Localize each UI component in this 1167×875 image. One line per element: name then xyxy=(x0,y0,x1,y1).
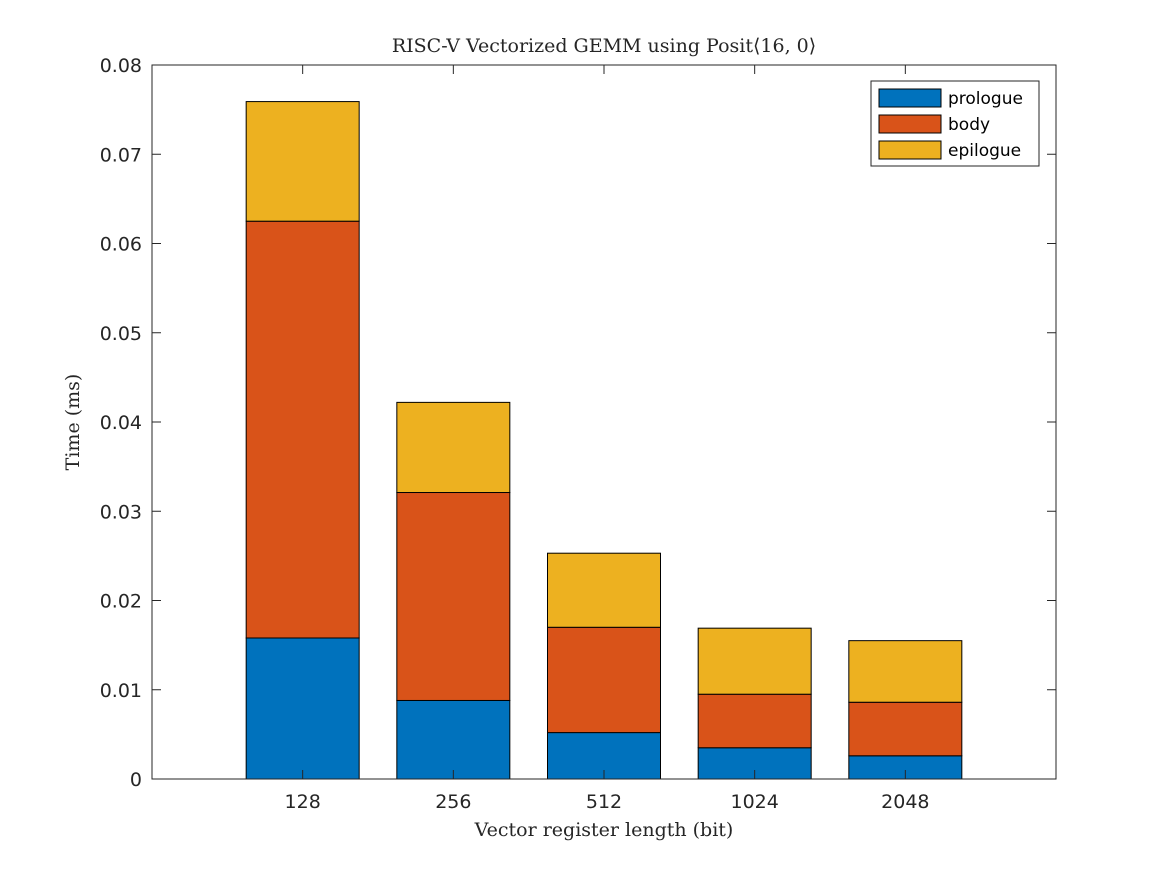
bar-epilogue-128 xyxy=(245,101,360,222)
x-axis-label: Vector register length (bit) xyxy=(474,819,734,841)
bar-body-2048 xyxy=(848,701,963,757)
bar-body-256 xyxy=(396,492,511,701)
x-tick-label: 128 xyxy=(285,791,321,813)
y-tick-label: 0.03 xyxy=(100,501,142,523)
axis-ticks xyxy=(152,65,1056,779)
x-tick-label: 1024 xyxy=(730,791,778,813)
bar-prologue-128 xyxy=(245,637,360,780)
bars-layer xyxy=(245,101,963,780)
y-tick-label: 0 xyxy=(130,769,142,791)
y-tick-label: 0.08 xyxy=(100,55,142,77)
legend-label-body: body xyxy=(948,115,990,135)
bar-prologue-256 xyxy=(396,699,511,780)
y-tick-label: 0.04 xyxy=(100,412,142,434)
x-tick-labels: 128 256 512 1024 2048 xyxy=(285,791,930,813)
legend-swatch-epilogue xyxy=(878,140,942,160)
legend-label-epilogue: epilogue xyxy=(948,141,1021,161)
y-tick-label: 0.02 xyxy=(100,591,142,613)
chart-title: RISC-V Vectorized GEMM using Posit⟨16, 0… xyxy=(392,35,816,57)
legend-swatch-prologue xyxy=(878,88,942,108)
legend-swatch-body xyxy=(878,114,942,134)
bar-epilogue-1024 xyxy=(697,627,812,695)
bar-epilogue-512 xyxy=(547,552,661,628)
x-tick-label: 2048 xyxy=(881,791,929,813)
legend-label-prologue: prologue xyxy=(948,89,1023,109)
x-tick-label: 512 xyxy=(586,791,622,813)
bar-body-128 xyxy=(245,220,360,639)
bar-body-1024 xyxy=(697,693,812,749)
y-tick-labels: 0 0.01 0.02 0.03 0.04 0.05 0.06 0.07 0.08 xyxy=(100,55,142,791)
bar-body-512 xyxy=(547,626,661,734)
y-tick-label: 0.05 xyxy=(100,323,142,345)
bar-epilogue-256 xyxy=(396,401,511,494)
y-axis-label: Time (ms) xyxy=(62,374,84,471)
y-tick-label: 0.06 xyxy=(100,234,142,256)
y-tick-label: 0.01 xyxy=(100,680,142,702)
bar-epilogue-2048 xyxy=(848,640,963,703)
legend: prologue body epilogue xyxy=(870,80,1040,167)
y-tick-label: 0.07 xyxy=(100,144,142,166)
x-tick-label: 256 xyxy=(435,791,471,813)
